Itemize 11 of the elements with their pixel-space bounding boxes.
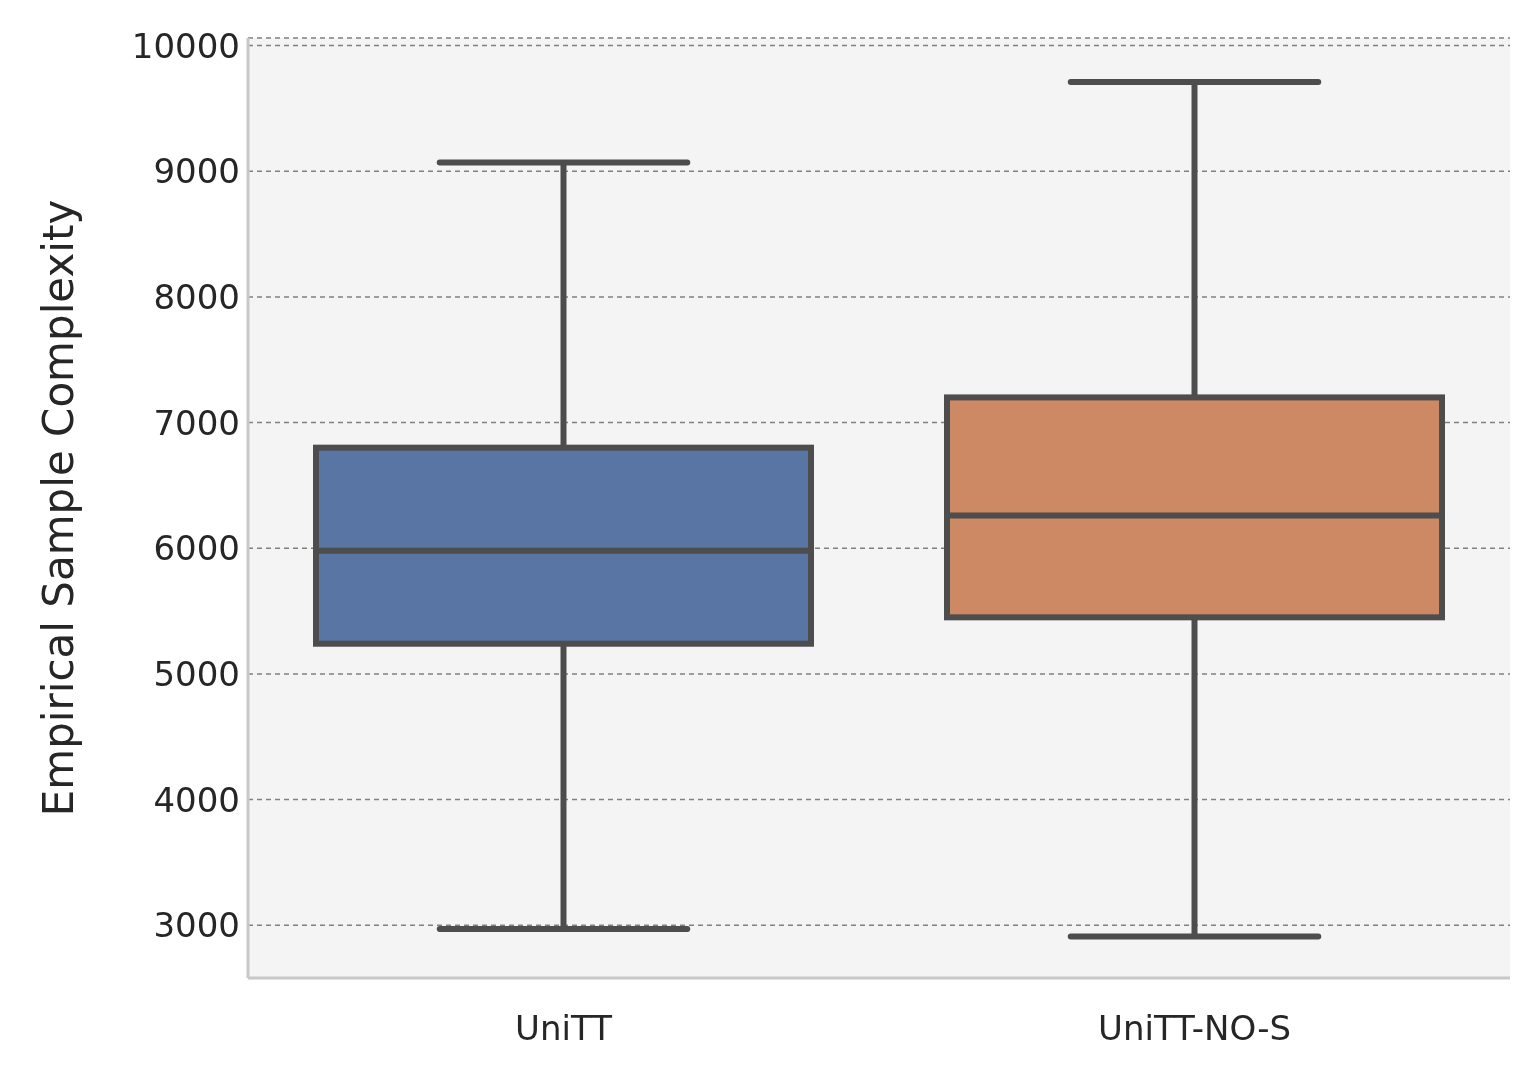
y-tick-label: 4000 bbox=[153, 779, 240, 820]
x-tick-label: UniTT-NO-S bbox=[1098, 1008, 1291, 1049]
y-axis-title: Empirical Sample Complexity bbox=[33, 199, 83, 817]
y-tick-label: 9000 bbox=[153, 151, 240, 192]
y-tick-label: 7000 bbox=[153, 402, 240, 443]
y-tick-label: 5000 bbox=[153, 653, 240, 694]
y-tick-label: 8000 bbox=[153, 276, 240, 317]
y-tick-label: 3000 bbox=[153, 905, 240, 946]
x-tick-label: UniTT bbox=[515, 1008, 613, 1049]
y-tick-label: 10000 bbox=[131, 25, 240, 66]
y-tick-label: 6000 bbox=[153, 528, 240, 569]
